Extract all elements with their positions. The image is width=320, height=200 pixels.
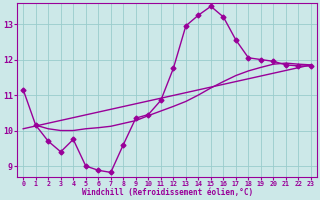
X-axis label: Windchill (Refroidissement éolien,°C): Windchill (Refroidissement éolien,°C) [82, 188, 253, 197]
